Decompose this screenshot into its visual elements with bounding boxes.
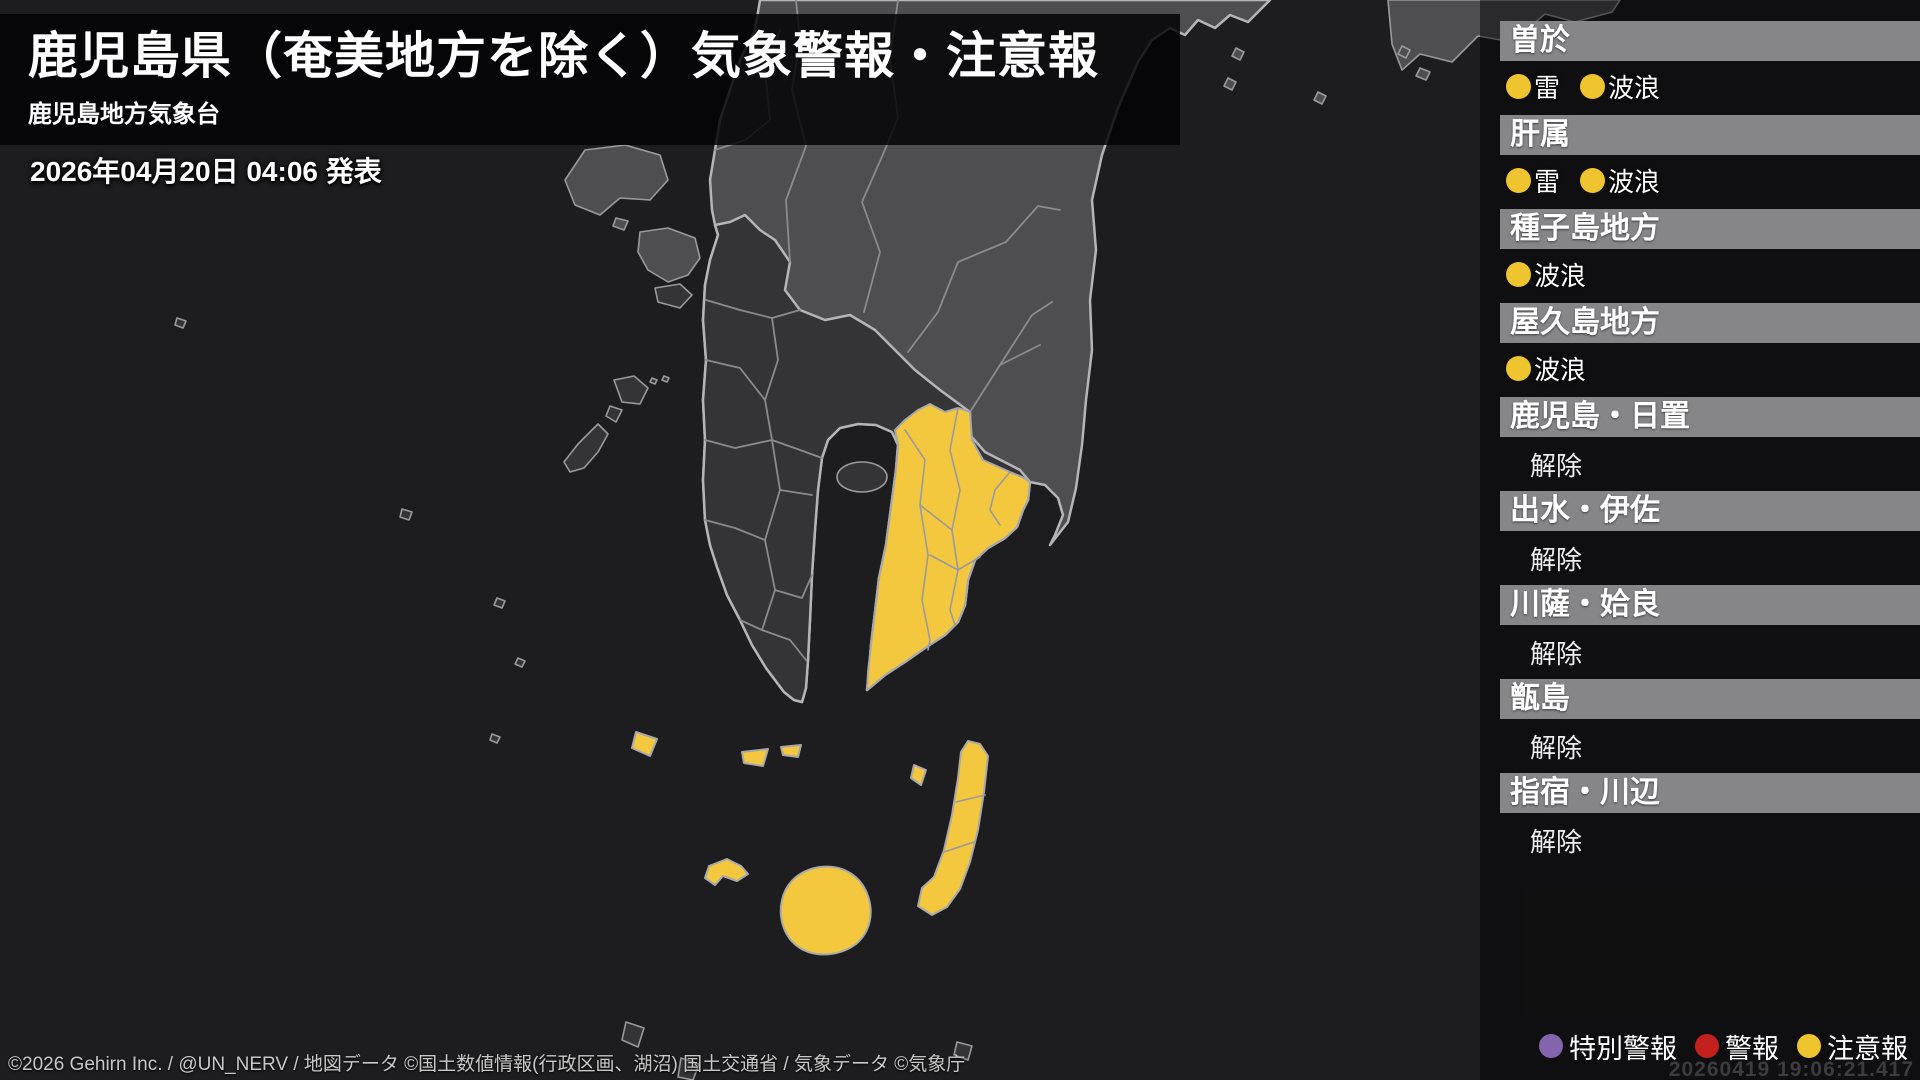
advisory-item: 波浪	[1506, 256, 1586, 293]
region-block-kimotsuki: 肝属 雷 波浪	[1480, 115, 1920, 197]
advisory-item: 波浪	[1580, 68, 1660, 105]
region-block-soo: 曽於 雷 波浪	[1480, 21, 1920, 103]
region-status-cleared: 解除	[1530, 545, 1583, 575]
region-status-cleared: 解除	[1530, 733, 1583, 763]
region-name: 出水・伊佐	[1500, 491, 1920, 531]
municipal-borders-kagoshima	[704, 299, 823, 661]
warning-dot-icon	[1695, 1034, 1719, 1058]
region-name: 川薩・姶良	[1500, 585, 1920, 625]
advisory-dot-icon	[1506, 355, 1531, 381]
advisory-label: 雷	[1534, 72, 1561, 103]
advisory-label: 雷	[1534, 166, 1561, 197]
region-status-cleared: 解除	[1530, 451, 1583, 481]
kuchinoerabu-island	[704, 858, 749, 886]
region-name: 指宿・川辺	[1500, 773, 1920, 813]
advisory-item: 雷	[1506, 162, 1560, 199]
advisory-region-osumi	[866, 403, 1031, 691]
advisory-label: 波浪	[1534, 260, 1587, 291]
issued-timestamp: 2026年04月20日 04:06 発表	[30, 156, 382, 187]
render-timestamp: 20260419 19:06:21.417	[1668, 1058, 1914, 1080]
legend-label: 特別警報	[1569, 1033, 1677, 1064]
region-status-cleared: 解除	[1530, 639, 1583, 669]
legend-item-warning: 警報	[1695, 1027, 1779, 1066]
advisory-dot-icon	[1580, 73, 1606, 99]
region-block-izumi-isa: 出水・伊佐 解除	[1480, 491, 1920, 577]
region-block-koshikishima: 甑島 解除	[1480, 679, 1920, 765]
takeshima-island	[780, 744, 802, 758]
legend-item-advisory: 注意報	[1797, 1027, 1908, 1066]
mageshima-island	[910, 764, 927, 786]
legend-label: 注意報	[1827, 1033, 1908, 1064]
region-advisories: 雷 波浪	[1506, 163, 1920, 197]
region-name: 屋久島地方	[1500, 303, 1920, 343]
region-block-ibusuki-kawanabe: 指宿・川辺 解除	[1480, 773, 1920, 859]
advisory-label: 波浪	[1608, 72, 1661, 103]
advisory-dot-icon	[1580, 167, 1606, 193]
title-box: 鹿児島県（奄美地方を除く）気象警報・注意報 鹿児島地方気象台	[0, 14, 1180, 145]
copyright-notice: ©2026 Gehirn Inc. / @UN_NERV / 地図データ ©国土…	[8, 1054, 966, 1075]
advisory-dot-icon	[1506, 73, 1531, 99]
region-name: 肝属	[1500, 115, 1920, 155]
page-subtitle: 鹿児島地方気象台	[28, 101, 220, 128]
iojima-island	[741, 748, 769, 767]
page-title: 鹿児島県（奄美地方を除く）気象警報・注意報	[28, 28, 1099, 84]
advisory-dot-icon	[1506, 167, 1531, 193]
yakushima-island	[779, 865, 872, 956]
nagashima-island	[654, 283, 693, 309]
advisory-islands	[631, 731, 989, 956]
region-advisories: 雷 波浪	[1506, 69, 1920, 103]
warning-level-legend: 特別警報 警報 注意報	[1539, 1028, 1908, 1064]
advisory-dot-icon	[1797, 1034, 1821, 1058]
region-advisories: 波浪	[1506, 257, 1920, 291]
special-warning-dot-icon	[1539, 1034, 1563, 1058]
legend-label: 警報	[1725, 1033, 1779, 1064]
advisory-item: 雷	[1506, 68, 1560, 105]
advisory-label: 波浪	[1608, 166, 1661, 197]
advisory-item: 波浪	[1506, 350, 1586, 387]
amakusa-islands	[564, 144, 701, 283]
municipal-borders-advisory	[904, 407, 1011, 651]
advisory-dot-icon	[1506, 261, 1531, 287]
region-name: 甑島	[1500, 679, 1920, 719]
region-block-yakushima: 屋久島地方 波浪	[1480, 303, 1920, 385]
koshikijima-islands	[563, 375, 670, 473]
sakurajima-island	[836, 461, 888, 493]
region-name: 曽於	[1500, 21, 1920, 61]
small-gray-islets	[174, 47, 1327, 1080]
warnings-sidebar: 曽於 雷 波浪 肝属 雷 波浪 種子島地方 波浪 屋久島地方 波浪	[1480, 0, 1920, 1080]
region-block-sensatsu-aira: 川薩・姶良 解除	[1480, 585, 1920, 671]
region-name: 種子島地方	[1500, 209, 1920, 249]
region-status-cleared: 解除	[1530, 827, 1583, 857]
advisory-item: 波浪	[1580, 162, 1660, 199]
region-advisories: 波浪	[1506, 351, 1920, 385]
region-block-tanegashima: 種子島地方 波浪	[1480, 209, 1920, 291]
kuroshima-island	[631, 731, 658, 757]
region-block-kagoshima-hioki: 鹿児島・日置 解除	[1480, 397, 1920, 483]
tanegashima-island	[917, 740, 989, 916]
legend-item-special-warning: 特別警報	[1539, 1027, 1677, 1066]
region-name: 鹿児島・日置	[1500, 397, 1920, 437]
advisory-label: 波浪	[1534, 354, 1587, 385]
